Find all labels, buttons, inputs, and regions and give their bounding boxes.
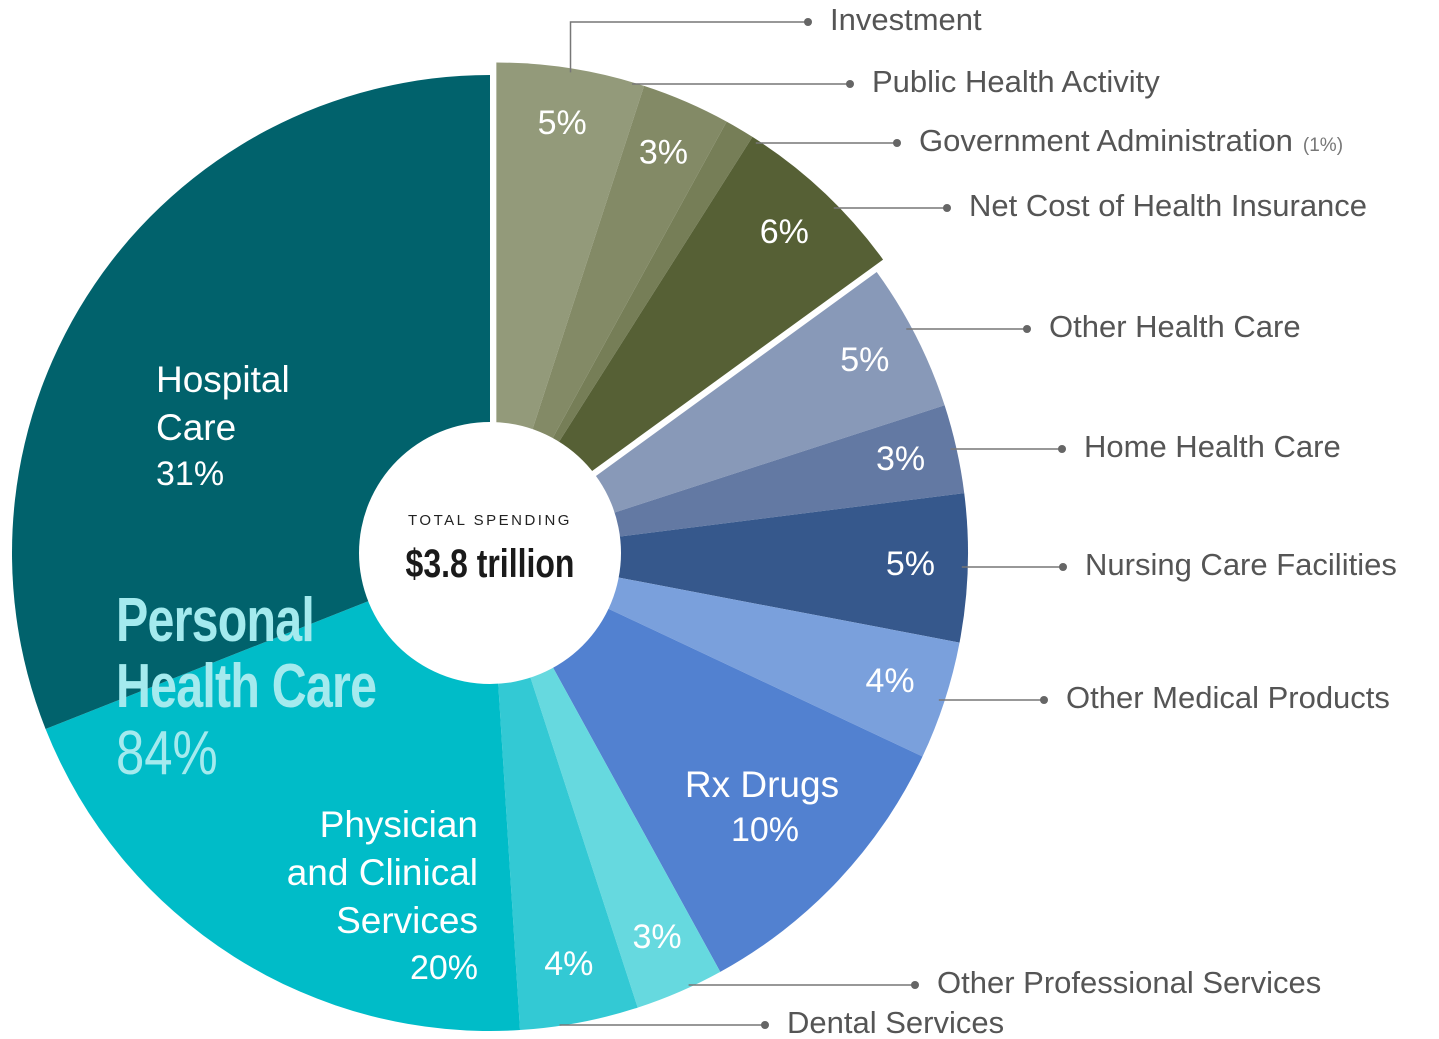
center-title: TOTAL SPENDING [408, 512, 572, 529]
slice-name: Dental Services [787, 1005, 1004, 1039]
slice-value-label: 3% [632, 918, 681, 956]
leader-dot [943, 204, 951, 212]
leader-dot [846, 80, 854, 88]
pie-slice [45, 553, 521, 1031]
slice-name: Net Cost of Health Insurance [969, 188, 1367, 223]
center-value: $3.8 trillion [405, 542, 575, 586]
center-hole [359, 422, 621, 684]
pie-slice [496, 136, 884, 541]
leader-dot [1058, 445, 1066, 453]
leader-dot [761, 1021, 769, 1029]
slice-value-label: 10% [731, 811, 799, 849]
slice-value-label: 31% [156, 455, 224, 493]
slice-value-label: 20% [410, 949, 478, 987]
slice-name: Nursing Care Facilities [1085, 547, 1397, 582]
pie-slice [490, 553, 923, 972]
slice-name: Other Professional Services [937, 965, 1321, 1000]
pie-slice [490, 272, 945, 553]
leader-line [569, 21, 808, 73]
leader-dot [1040, 696, 1048, 704]
slice-name: Physician and Clinical Services [286, 804, 478, 941]
leader-dot [911, 981, 919, 989]
leader-dot [804, 18, 812, 26]
slice-name: Hospital Care [156, 359, 290, 448]
slice-value-label: 5% [886, 545, 935, 583]
pie-slice [496, 62, 645, 541]
slices [11, 62, 968, 1031]
group-value-label: 84% [116, 719, 218, 788]
pie-slice [496, 85, 727, 541]
slice-value-label: 5% [840, 341, 889, 379]
slice-value-label: 4% [544, 945, 593, 983]
pie-slice [490, 493, 968, 643]
slice-name: Other Health Care [1049, 309, 1301, 344]
pie-slice [496, 121, 753, 541]
leader-dot [1023, 325, 1031, 333]
slice-value-label: (1%) [1303, 135, 1343, 156]
slice-name: Rx Drugs [684, 764, 840, 805]
slice-name: Other Medical Products [1066, 680, 1390, 715]
leader-dot [1059, 563, 1067, 571]
leader-dot [893, 139, 901, 147]
slice-value-label: 3% [876, 440, 925, 478]
slice-value-label: 5% [538, 104, 587, 142]
slice-value-label: 4% [865, 662, 914, 700]
slice-value-label: 3% [639, 133, 688, 171]
group-label: Personal Health Care [116, 586, 377, 721]
slice-name: Government Administration [919, 123, 1293, 158]
slice-name: Investment [830, 2, 982, 37]
slice-name: Public Health Activity [872, 64, 1160, 99]
slice-name: Home Health Care [1084, 429, 1341, 464]
slice-value-label: 6% [760, 213, 809, 251]
